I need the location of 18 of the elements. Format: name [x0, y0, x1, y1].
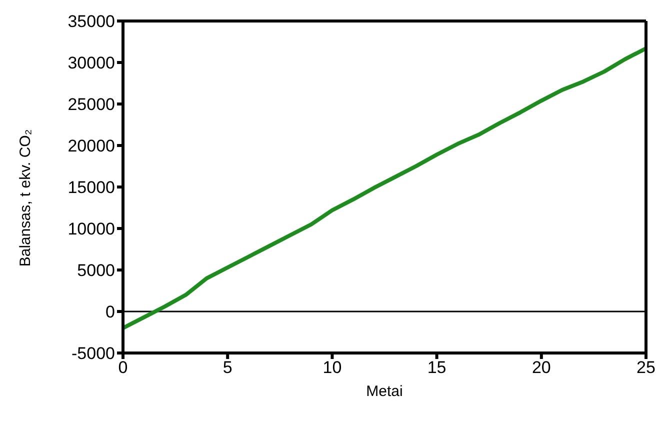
x-axis-title: Metai: [366, 383, 403, 400]
x-tick-label: 15: [427, 358, 446, 378]
line-series: [123, 46, 646, 330]
y-tick-label: 15000: [68, 178, 115, 198]
y-tick-label: 10000: [68, 220, 115, 239]
x-tick-label: 0: [118, 358, 128, 378]
y-tick-label: 30000: [68, 54, 115, 73]
y-axis-title: Balansas, t ekv. CO₂: [17, 129, 34, 267]
x-tick-label: 5: [222, 358, 232, 378]
y-tick-label: 0: [106, 302, 115, 322]
y-tick-label: 20000: [68, 136, 115, 156]
x-tick-label: 10: [322, 358, 342, 378]
y-tick-label: 25000: [68, 95, 115, 114]
y-tick-label: -5000: [72, 344, 115, 364]
x-tick-label: 25: [636, 358, 656, 378]
y-tick-label: 35000: [68, 12, 115, 32]
x-tick-label: 20: [532, 358, 551, 378]
y-tick-label: 5000: [77, 261, 115, 280]
